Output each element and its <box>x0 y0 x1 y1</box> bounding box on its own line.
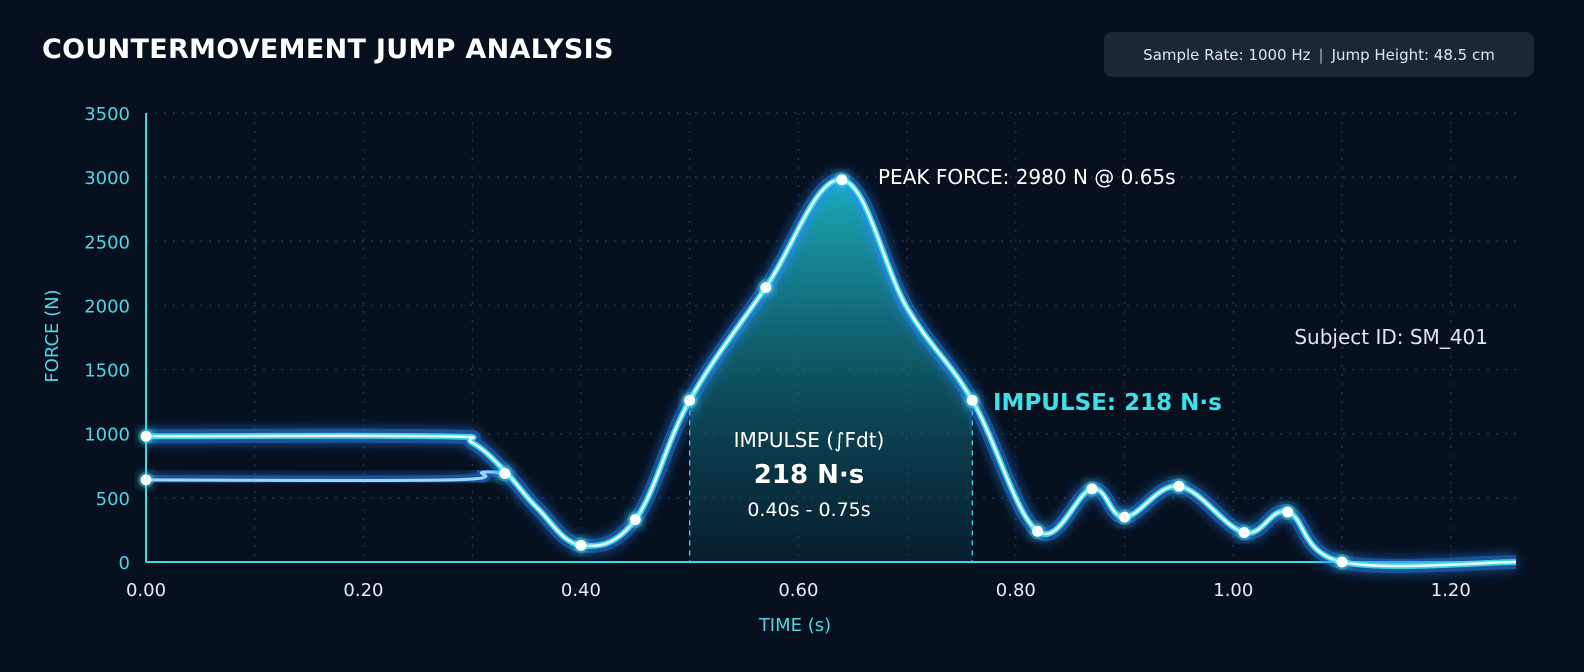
data-point-dot <box>140 430 152 442</box>
y-tick-label: 500 <box>96 489 130 510</box>
impulse-range: 0.40s - 0.75s <box>747 499 870 521</box>
data-point <box>1029 523 1046 540</box>
data-point-dot <box>499 467 511 479</box>
data-point <box>1236 524 1253 541</box>
data-point <box>1116 509 1133 526</box>
data-point <box>1083 480 1100 497</box>
impulse-area <box>689 179 973 562</box>
data-point-dot <box>1119 511 1131 523</box>
x-tick-label: 0.00 <box>126 580 166 601</box>
data-point <box>496 465 513 482</box>
page-title: COUNTERMOVEMENT JUMP ANALYSIS <box>42 34 614 65</box>
data-point <box>964 392 981 409</box>
y-tick-label: 2000 <box>84 296 130 317</box>
y-tick-label: 3500 <box>84 104 130 125</box>
peak-force-annotation: PEAK FORCE: 2980 N @ 0.65s <box>878 165 1176 189</box>
y-tick-label: 3000 <box>84 168 130 189</box>
data-point-dot <box>140 474 152 486</box>
info-badge: Sample Rate: 1000 Hz | Jump Height: 48.5… <box>1104 32 1534 77</box>
data-point <box>1334 554 1351 570</box>
jump-height-label: Jump Height: 48.5 cm <box>1331 45 1495 64</box>
data-point <box>1279 503 1296 520</box>
y-axis-title: FORCE (N) <box>42 289 63 382</box>
subject-id-label: Subject ID: SM_401 <box>1294 325 1488 349</box>
data-point-dot <box>836 174 848 186</box>
data-point <box>627 511 644 528</box>
data-point-dot <box>1173 480 1185 492</box>
data-point <box>138 428 154 445</box>
x-tick-label: 0.40 <box>561 580 601 601</box>
data-point-dot <box>575 539 587 551</box>
data-point <box>138 471 154 488</box>
data-point <box>833 171 850 188</box>
x-tick-label: 1.00 <box>1213 580 1253 601</box>
data-point-dot <box>1336 556 1348 568</box>
x-tick-label: 0.60 <box>778 580 818 601</box>
impulse-value: 218 N·s <box>754 460 864 490</box>
data-point-dot <box>629 514 641 526</box>
x-tick-label: 0.20 <box>343 580 383 601</box>
data-point-dot <box>966 394 978 406</box>
y-tick-label: 1000 <box>84 425 130 446</box>
data-point-dot <box>1282 506 1294 518</box>
y-tick-label: 1500 <box>84 361 130 382</box>
data-point <box>681 392 698 409</box>
sample-rate-label: Sample Rate: 1000 Hz <box>1143 45 1311 64</box>
impulse-side-label: IMPULSE: 218 N·s <box>993 390 1222 416</box>
data-point <box>757 279 774 296</box>
x-tick-label: 0.80 <box>996 580 1036 601</box>
series-line-secondary <box>145 470 505 483</box>
impulse-title: IMPULSE (∫Fdt) <box>734 428 885 452</box>
data-point <box>572 537 589 554</box>
y-tick-label: 2500 <box>84 232 130 253</box>
data-point-dot <box>684 394 696 406</box>
data-point <box>1170 478 1187 495</box>
info-separator: | <box>1318 45 1324 64</box>
data-point-dot <box>760 281 772 293</box>
x-tick-label: 1.20 <box>1431 580 1471 601</box>
data-point-dot <box>1238 526 1250 538</box>
data-point-dot <box>1086 483 1098 495</box>
x-axis-title: TIME (s) <box>758 615 831 636</box>
data-point-dot <box>1032 525 1044 537</box>
y-tick-label: 0 <box>119 553 130 574</box>
